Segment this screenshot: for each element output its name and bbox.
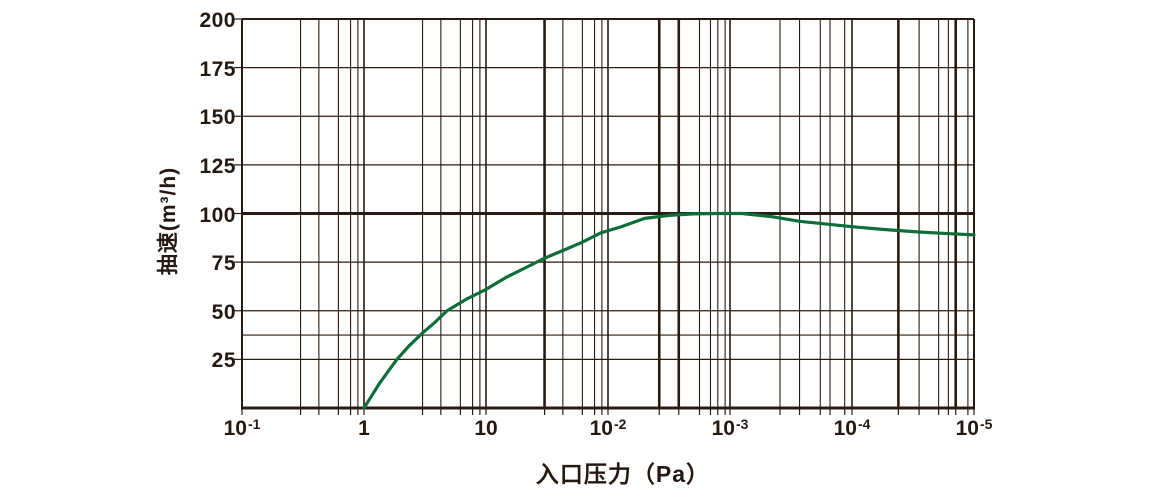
y-tick-label: 200 (199, 9, 236, 32)
axis-ticks (234, 18, 975, 415)
y-axis-title: 抽速(m³/h) (157, 166, 180, 276)
y-tick-label: 25 (211, 349, 236, 373)
x-gridlines (300, 19, 969, 408)
x-tick-label: 10-3 (711, 416, 749, 440)
x-tick-label: 10 (474, 417, 498, 440)
x-axis-title: 入口压力（Pa） (535, 461, 711, 487)
y-tick-label: 50 (211, 300, 236, 324)
y-tick-label: 75 (211, 252, 236, 276)
y-tick-label: 150 (199, 106, 236, 130)
x-tick-label: 10-4 (833, 416, 871, 440)
y-tick-label: 125 (199, 154, 236, 178)
y-tick-label: 100 (199, 203, 236, 227)
x-tick-label: 1 (358, 417, 370, 440)
x-tick-label: 10-2 (589, 416, 627, 440)
pumping-speed-curve (362, 211, 976, 410)
x-tick-label: 10-1 (223, 416, 261, 440)
x-tick-label: 10-5 (955, 416, 993, 440)
y-tick-label: 175 (199, 57, 236, 81)
